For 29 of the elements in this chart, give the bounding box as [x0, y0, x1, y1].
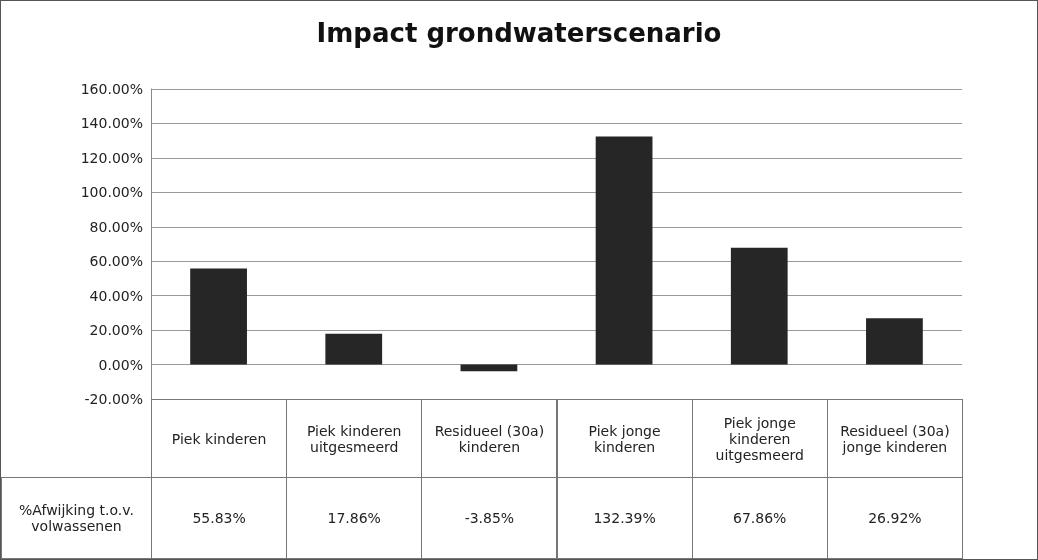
data-label: 67.86% — [691, 477, 828, 559]
x-tick-label: Piek jonge kinderen uitgesmeerd — [691, 399, 828, 478]
data-label: 55.83% — [151, 477, 288, 559]
y-tick-label: 20.00% — [89, 322, 143, 339]
bar — [325, 333, 383, 365]
text: %Afwijking t.o.v. volwassenen — [1, 477, 152, 559]
data-label: 132.39% — [556, 477, 693, 559]
y-tick-label: 160.00% — [80, 81, 143, 97]
y-tick-label: 0.00% — [98, 356, 143, 373]
bar — [730, 247, 788, 365]
data-label: 17.86% — [286, 477, 423, 559]
x-tick-label: Piek kinderen — [151, 399, 288, 478]
y-tick-label: 80.00% — [89, 218, 143, 235]
x-tick-label: Residueel (30a) kinderen — [421, 399, 558, 478]
bar — [866, 318, 923, 365]
x-tick-label: Residueel (30a) jonge kinderen — [826, 399, 963, 478]
y-tick-label: 100.00% — [80, 184, 143, 201]
bar — [595, 136, 653, 365]
x-tick-label: Piek kinderen uitgesmeerd — [286, 399, 423, 478]
y-tick-label: 120.00% — [80, 149, 143, 166]
data-label: -3.85% — [421, 477, 558, 559]
y-tick-label: -20.00% — [84, 391, 143, 407]
y-tick-label: 40.00% — [89, 287, 143, 304]
y-tick-label: 60.00% — [89, 253, 143, 270]
x-tick-label: Piek jonge kinderen — [556, 399, 693, 478]
bar — [190, 268, 247, 365]
y-tick-label: 140.00% — [80, 115, 143, 132]
chart-title: Impact grondwaterscenario — [316, 18, 722, 48]
data-label: 26.92% — [826, 477, 963, 559]
